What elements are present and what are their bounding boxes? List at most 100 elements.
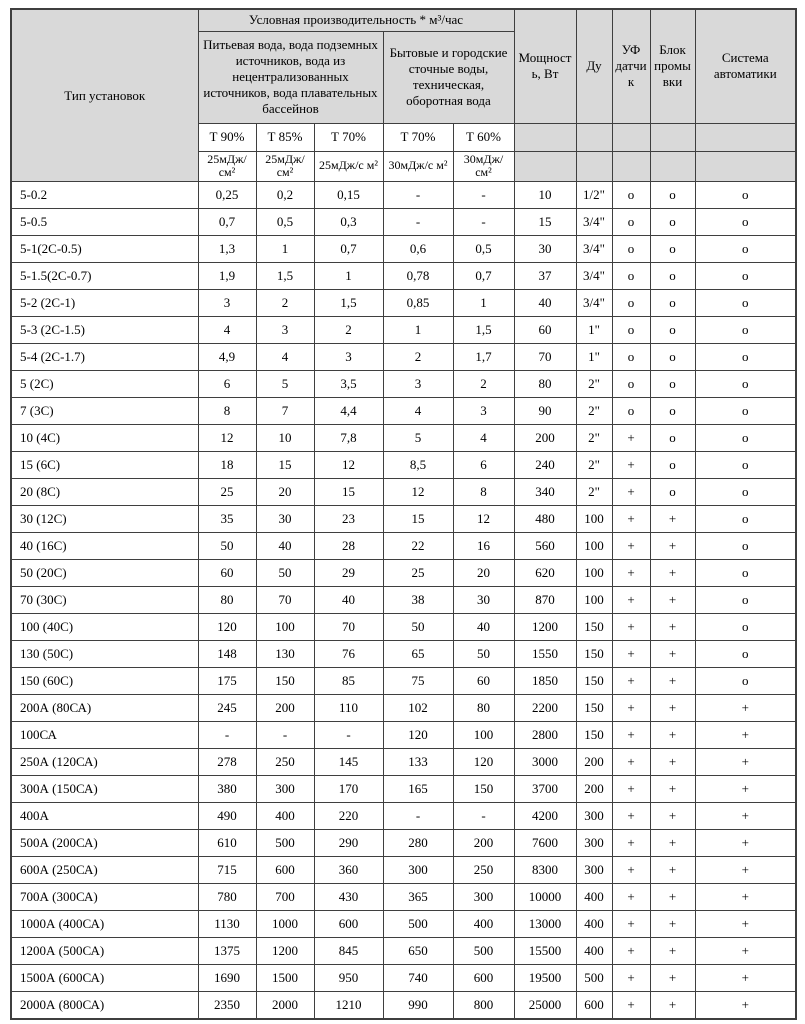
t90-cell: 18 (197, 451, 257, 480)
automation-cell: + (694, 964, 797, 993)
du-cell: 150 (575, 667, 613, 696)
table-row: 1200А (500СА) 1375 1200 845 650 500 15500 400 + +… (10, 937, 797, 966)
t60-cell: 3 (452, 397, 515, 426)
t70-30-cell: 2 (382, 343, 454, 372)
du-cell: 400 (575, 937, 613, 966)
t60-header: Т 60% (452, 122, 515, 152)
type-cell: 5-1.5(2С-0.7) (10, 262, 199, 291)
power-cell: 240 (513, 451, 577, 480)
automation-cell: + (694, 721, 797, 750)
du-cell: 100 (575, 505, 613, 534)
table-row: 5-0.5 0,7 0,5 0,3- -15 3/4" о о о (10, 208, 797, 237)
t70-30-cell: 8,5 (382, 451, 454, 480)
t70-25-cell: 4,4 (313, 397, 384, 426)
uv-sensor-cell: о (611, 370, 651, 399)
t90-cell: 6 (197, 370, 257, 399)
automation-cell: + (694, 991, 797, 1020)
t70-30-cell: 38 (382, 586, 454, 615)
type-cell: 100СА (10, 721, 199, 750)
power-cell: 7600 (513, 829, 577, 858)
t85-cell: 2000 (255, 991, 315, 1020)
t70-30-cell: 5 (382, 424, 454, 453)
t60-cell: 6 (452, 451, 515, 480)
uv-sensor-cell: + (611, 802, 651, 831)
t60-cell: 500 (452, 937, 515, 966)
t60-cell: 800 (452, 991, 515, 1020)
flush-unit-cell: + (649, 532, 696, 561)
power-cell: 1200 (513, 613, 577, 642)
power-cell: 8300 (513, 856, 577, 885)
table-row: 130 (50С) 148 130 76 65 50 1550 150 + + о (10, 640, 797, 669)
type-cell: 7 (3С) (10, 397, 199, 426)
t70-30-header: Т 70% (382, 122, 454, 152)
power-cell: 620 (513, 559, 577, 588)
power-cell: 25000 (513, 991, 577, 1020)
t60-cell: 1,7 (452, 343, 515, 372)
uv-sensor-cell: + (611, 505, 651, 534)
flush-unit-cell: + (649, 721, 696, 750)
table-row: 7 (3С) 8 7 4,4 4 3 90 2" о о о (10, 397, 797, 426)
flush-unit-cell: + (649, 775, 696, 804)
automation-cell: о (694, 370, 797, 399)
du-cell: 100 (575, 532, 613, 561)
t85-cell: 2 (255, 289, 315, 318)
flush-unit-cell: + (649, 802, 696, 831)
table-row: 15 (6С) 18 15 12 8,5 6 240 2" + о о (10, 451, 797, 480)
automation-cell: о (694, 451, 797, 480)
table-row: 5-4 (2С-1.7) 4,9 4 3 2 1,7 70 1" о о о (10, 343, 797, 372)
t70-30-cell: 120 (382, 721, 454, 750)
t85-cell: 70 (255, 586, 315, 615)
table-row: 50 (20С) 60 50 29 25 20 620 100 + + о (10, 559, 797, 588)
t70-25-cell: - (313, 721, 384, 750)
flush-unit-cell: + (649, 910, 696, 939)
automation-cell: о (694, 586, 797, 615)
uv-sensor-cell: + (611, 613, 651, 642)
t70-25-cell: 1210 (313, 991, 384, 1020)
power-cell: 60 (513, 316, 577, 345)
t85-cell: 100 (255, 613, 315, 642)
automation-cell: о (694, 613, 797, 642)
t60-cell: 80 (452, 694, 515, 723)
uv-sensor-cell: + (611, 424, 651, 453)
t90-cell: 380 (197, 775, 257, 804)
t60-cell: 4 (452, 424, 515, 453)
t85-cell: 10 (255, 424, 315, 453)
empty-header-cell (575, 122, 613, 152)
automation-cell: о (694, 505, 797, 534)
flush-unit-cell: + (649, 856, 696, 885)
uv-sensor-cell: + (611, 694, 651, 723)
automation-cell: о (694, 181, 797, 210)
automation-cell: + (694, 775, 797, 804)
uv-sensor-cell: + (611, 775, 651, 804)
flush-unit-cell: о (649, 397, 696, 426)
table-row: 600А (250СА) 715 600 360 300 250 8300 300 + + + (10, 856, 797, 885)
t85-cell: 1 (255, 235, 315, 264)
du-column-header: Ду (575, 8, 613, 124)
t90-cell: 1130 (197, 910, 257, 939)
t90-cell: 35 (197, 505, 257, 534)
table-row: 40 (16С) 50 40 28 22 16 560 100 + + о (10, 532, 797, 561)
t60-cell: 20 (452, 559, 515, 588)
automation-cell: о (694, 532, 797, 561)
empty-header-cell (611, 122, 651, 152)
automation-cell: о (694, 640, 797, 669)
productivity-table: Тип установок Условная производительност… (10, 8, 797, 1020)
t90-cell: 175 (197, 667, 257, 696)
uv-sensor-cell: + (611, 937, 651, 966)
t70-30-cell: - (382, 181, 454, 210)
t90-cell: 60 (197, 559, 257, 588)
t85-cell: 250 (255, 748, 315, 777)
t90-cell: 715 (197, 856, 257, 885)
t70-30-cell: 75 (382, 667, 454, 696)
automation-cell: о (694, 478, 797, 507)
t90-cell: 780 (197, 883, 257, 912)
power-cell: 15 (513, 208, 577, 237)
t60-cell: 12 (452, 505, 515, 534)
table-row: 1500А (600СА) 1690 1500 950 740 600 19500 500 + +… (10, 964, 797, 993)
automation-cell: о (694, 343, 797, 372)
t85-cell: 500 (255, 829, 315, 858)
t70-25-cell: 0,7 (313, 235, 384, 264)
power-cell: 3700 (513, 775, 577, 804)
power-cell: 90 (513, 397, 577, 426)
table-row: 150 (60С) 175 150 85 75 60 1850 150 + + о (10, 667, 797, 696)
